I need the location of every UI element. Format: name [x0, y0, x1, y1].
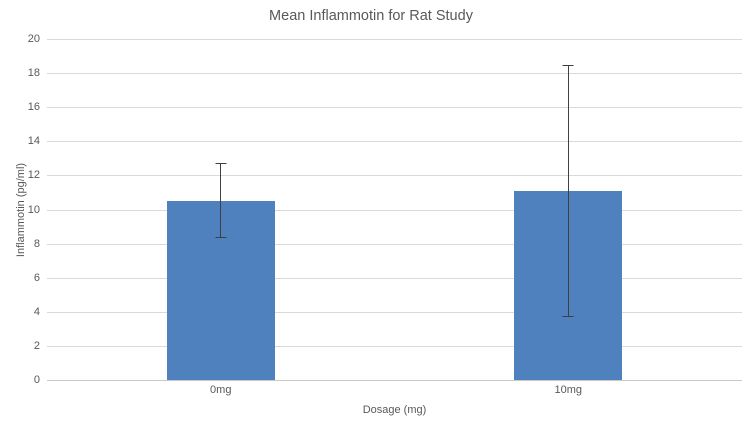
gridline [47, 141, 742, 143]
y-tick-label: 4 [33, 305, 40, 318]
error-bar-line [567, 64, 569, 317]
gridline [47, 209, 742, 211]
error-bar-cap-top [215, 163, 227, 165]
error-bar-cap-bottom [562, 315, 574, 317]
gridline [47, 243, 742, 245]
gridline [47, 277, 742, 279]
gridline [47, 311, 742, 313]
x-axis-line [47, 380, 742, 381]
y-tick-label: 8 [33, 237, 40, 250]
x-axis-tick-labels: 0mg 10mg [47, 384, 742, 398]
y-tick-label: 2 [33, 339, 40, 352]
error-bar-0mg [215, 163, 227, 239]
chart-title: Mean Inflammotin for Rat Study [269, 8, 473, 24]
y-tick-label: 10 [27, 203, 40, 216]
y-axis-tick-labels: 0 2 4 6 8 10 12 14 16 18 20 [0, 33, 40, 386]
y-tick-label: 6 [33, 271, 40, 284]
error-bar-cap-top [562, 64, 574, 66]
gridline [47, 107, 742, 109]
y-tick-label: 16 [27, 101, 40, 114]
plot-area [47, 39, 742, 381]
y-tick-label: 12 [27, 169, 40, 182]
gridline [47, 175, 742, 177]
gridline [47, 345, 742, 347]
gridline [47, 73, 742, 75]
y-tick-label: 14 [27, 135, 40, 148]
x-tick-label: 0mg [210, 384, 232, 396]
y-tick-label: 0 [33, 374, 40, 386]
gridline [47, 39, 742, 40]
error-bar-line [220, 163, 222, 239]
error-bar-cap-bottom [215, 237, 227, 239]
x-axis-title: Dosage (mg) [362, 404, 427, 416]
y-tick-label: 20 [27, 33, 40, 45]
x-tick-label: 10mg [554, 384, 583, 396]
y-tick-label: 18 [27, 67, 40, 80]
error-bar-10mg [562, 64, 574, 317]
